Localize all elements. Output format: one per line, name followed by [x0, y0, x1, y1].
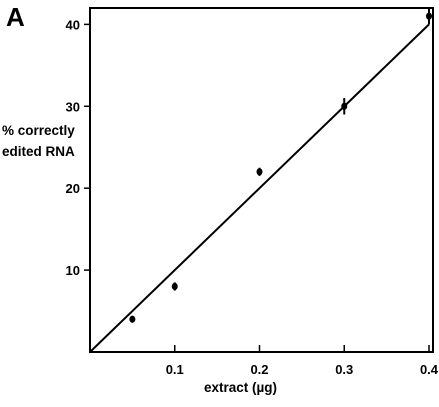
plot-frame — [89, 7, 434, 353]
data-point-0 — [129, 315, 136, 323]
ticks: 0.1 0.2 0.3 0.4 10 20 30 40 — [66, 17, 439, 377]
y-tick-label-0: 10 — [66, 263, 80, 278]
x-tick-label-1: 0.2 — [250, 362, 268, 377]
y-tick-label-3: 40 — [66, 17, 80, 32]
x-tick-label-2: 0.3 — [335, 362, 353, 377]
y-axis-label: % correctly edited RNA — [2, 123, 75, 159]
data-point-1 — [171, 282, 178, 291]
x-tick-label-0: 0.1 — [166, 362, 184, 377]
x-tick-label-3: 0.4 — [420, 362, 439, 377]
axes — [89, 7, 434, 353]
y-tick-label-2: 30 — [66, 99, 80, 114]
data-point-3 — [341, 102, 348, 110]
data-points — [129, 8, 432, 323]
data-point-2 — [256, 168, 263, 176]
fit-line-group — [89, 23, 430, 353]
data-point-4 — [426, 12, 432, 20]
panel-letter: A — [6, 2, 25, 32]
y-tick-label-1: 20 — [66, 181, 80, 196]
fit-line — [89, 23, 430, 353]
x-axis-label: extract (µg) — [204, 380, 278, 395]
